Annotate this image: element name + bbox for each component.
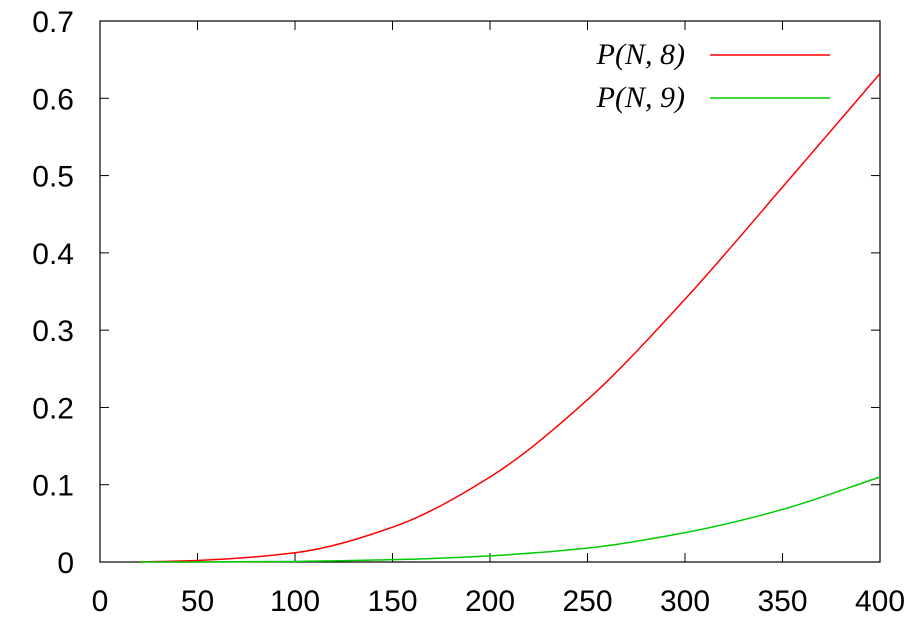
y-tick-label: 0 [57,547,74,580]
plot-frame [99,20,881,563]
x-tick-label: 100 [270,585,320,618]
x-tick-label: 200 [465,585,515,618]
x-axis: 0 50 100 150 200 250 300 350 400 [92,21,905,618]
y-tick-label: 0.3 [32,315,74,348]
x-tick-label: 150 [367,585,417,618]
x-tick-label: 250 [562,585,612,618]
x-tick-label: 0 [92,585,109,618]
y-tick-label: 0.6 [32,83,74,116]
series-layer [138,73,881,563]
y-axis: 0 0.1 0.2 0.3 0.4 0.5 0.6 0.7 [32,6,880,580]
x-tick-label: 400 [855,585,905,618]
x-tick-label: 300 [660,585,710,618]
series-line-p-n-8 [138,73,881,563]
x-tick-label: 50 [181,585,214,618]
y-tick-label: 0.4 [32,238,74,271]
series-line-p-n-9 [139,476,881,563]
y-tick-label: 0.7 [32,6,74,39]
legend: P(N, 8) P(N, 9) [596,38,830,114]
legend-label-p-n-9: P(N, 9) [596,81,685,114]
y-tick-label: 0.1 [32,470,74,503]
y-tick-label: 0.5 [32,161,74,194]
x-tick-label: 350 [757,585,807,618]
y-tick-label: 0.2 [32,392,74,425]
legend-label-p-n-8: P(N, 8) [596,38,685,71]
